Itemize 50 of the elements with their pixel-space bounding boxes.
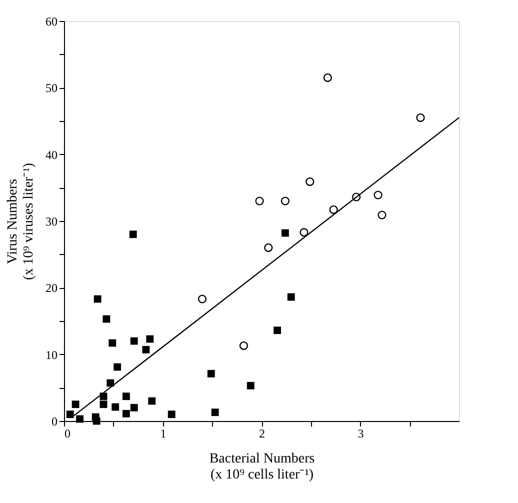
point [66, 410, 74, 418]
y-tick-label: 40 [46, 148, 58, 162]
point [142, 346, 150, 354]
point [264, 243, 273, 252]
point [352, 192, 361, 202]
point [130, 337, 138, 345]
point [94, 295, 102, 303]
point [114, 363, 122, 371]
point [72, 400, 80, 408]
point [416, 113, 425, 122]
point [100, 400, 108, 408]
point [274, 326, 282, 334]
point [287, 293, 295, 301]
point [130, 404, 138, 412]
point [323, 73, 332, 82]
point [306, 177, 314, 186]
y-tick-label: 0 [52, 414, 58, 428]
y-tick-label: 20 [46, 281, 58, 296]
point [148, 397, 156, 405]
point [300, 228, 308, 237]
y-tick-label: 50 [46, 81, 58, 96]
point [378, 210, 386, 220]
point [122, 392, 130, 400]
x-tick-label: 3 [358, 426, 364, 440]
point [374, 190, 382, 200]
y-tick-label: 30 [46, 214, 58, 228]
x-tick-label: 2 [259, 426, 265, 440]
point [112, 403, 120, 411]
x-axis-title: Bacterial Numbers (x 10⁹ cells liter⁻¹) [209, 452, 315, 482]
point [246, 382, 254, 390]
point [108, 339, 116, 347]
point [329, 205, 338, 214]
y-tick-label: 60 [46, 14, 58, 28]
point [211, 408, 219, 416]
point [198, 294, 207, 304]
point [207, 370, 215, 378]
point [255, 196, 264, 206]
point [239, 341, 248, 350]
point [281, 229, 289, 237]
point [76, 415, 84, 423]
point [280, 196, 290, 206]
x-tick-label: 1 [160, 426, 166, 440]
point [92, 417, 100, 425]
point [129, 230, 137, 238]
y-axis-title: Virus Numbers (x 10⁹ viruses liter⁻¹) [6, 162, 36, 280]
point [122, 410, 130, 418]
point [168, 410, 176, 418]
point [146, 335, 154, 343]
y-tick-label: 10 [46, 348, 58, 362]
x-tick-label: 0 [64, 426, 70, 440]
